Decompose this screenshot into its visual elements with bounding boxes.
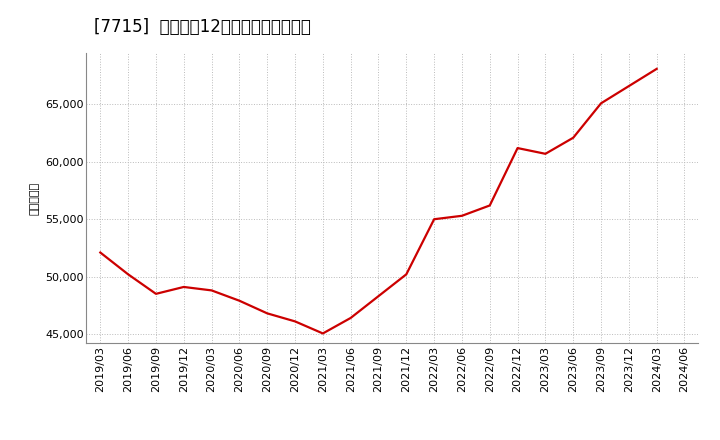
Text: [7715]  売上高の12か月移動合計の推移: [7715] 売上高の12か月移動合計の推移: [94, 18, 310, 36]
Y-axis label: （百万円）: （百万円）: [30, 181, 40, 215]
